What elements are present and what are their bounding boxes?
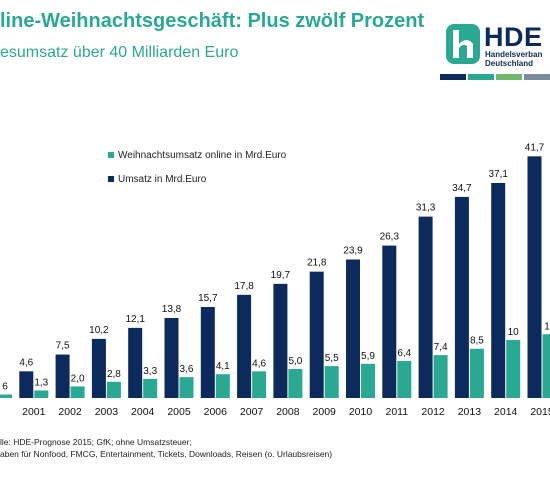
data-label-online: 1,3 — [34, 377, 48, 388]
data-label-online: 5,5 — [325, 353, 339, 364]
chart-subtitle: esumsatz über 40 Milliarden Euro — [0, 44, 239, 61]
logo-stripe — [468, 74, 494, 80]
hde-logo-mark-icon — [446, 24, 480, 64]
chart-title: line-Weihnachtsgeschäft: Plus zwölf Proz… — [0, 10, 425, 32]
data-label-total: 31,3 — [416, 203, 436, 214]
x-tick-label: 2014 — [494, 406, 518, 418]
x-tick-label: 2002 — [58, 406, 82, 418]
x-tick-label: 2005 — [167, 406, 191, 418]
data-label-online: 5,9 — [361, 351, 375, 362]
bar-total-umsatz — [309, 271, 324, 398]
bar-total-umsatz — [164, 318, 179, 398]
data-label-online: 7,4 — [434, 342, 448, 353]
x-tick-label: 2008 — [276, 406, 300, 418]
data-label-online: 2,0 — [71, 373, 85, 384]
x-tick-label: 2006 — [204, 406, 228, 418]
bar-online-umsatz — [252, 371, 267, 398]
data-label-total: 23,9 — [343, 245, 363, 256]
data-label-online: 3,3 — [143, 366, 157, 377]
bar-online-umsatz — [34, 390, 49, 398]
data-label-online: 3,6 — [180, 364, 194, 375]
bar-online-umsatz — [70, 386, 85, 398]
data-label-total: 7,5 — [56, 341, 70, 352]
data-label-total: 4,6 — [19, 357, 33, 368]
x-tick-label: 2010 — [349, 406, 373, 418]
hde-logo: HDE Handelsverban Deutschland — [440, 22, 550, 86]
x-tick-label: 2015 — [530, 406, 550, 418]
data-label-online: 6,4 — [397, 348, 411, 359]
bar-total-umsatz — [91, 338, 106, 398]
logo-stripe — [440, 74, 466, 80]
data-label-online: 10 — [508, 327, 520, 338]
data-label-online: 8,5 — [470, 336, 484, 347]
footnote-scope: aben für Nonfood, FMCG, Entertainment, T… — [0, 449, 333, 459]
bar-online-umsatz — [542, 334, 550, 398]
data-label-total: 37,1 — [488, 169, 508, 180]
bar-online-umsatz — [469, 348, 484, 398]
data-label-total: 26,3 — [380, 232, 400, 243]
x-tick-label: 2003 — [95, 406, 119, 418]
bar-total-umsatz — [491, 182, 506, 398]
bar-chart: 604,61,320017,52,0200210,22,8200312,13,3… — [0, 142, 550, 418]
bar-online-umsatz — [288, 369, 303, 398]
bar-total-umsatz — [128, 327, 143, 398]
bar-total-umsatz — [273, 283, 288, 398]
bar-online-umsatz — [143, 378, 158, 398]
legend-label: Weihnachtsumsatz online in Mrd.Euro — [118, 150, 287, 161]
bar-online-umsatz — [324, 366, 339, 398]
bar-online-umsatz — [361, 363, 375, 398]
data-label-online: 6 — [2, 382, 8, 393]
logo-subline-1: Handelsverban — [485, 50, 543, 59]
bar-total-umsatz — [418, 216, 433, 398]
x-tick-label: 0 — [0, 406, 1, 418]
x-tick-label: 2007 — [240, 406, 264, 418]
logo-stripe — [496, 74, 522, 80]
bar-online-umsatz — [0, 394, 12, 398]
logo-stripe — [524, 74, 550, 80]
legend-label: Umsatz in Mrd.Euro — [118, 174, 207, 185]
data-label-total: 19,7 — [271, 270, 291, 281]
data-label-total: 41,7 — [525, 142, 545, 153]
logo-stripes — [440, 74, 550, 80]
data-label-online: 4,6 — [252, 358, 266, 369]
data-label-online: 4,1 — [216, 361, 230, 372]
x-tick-label: 2012 — [421, 406, 445, 418]
logo-subline-2: Deutschland — [485, 59, 534, 68]
bar-total-umsatz — [527, 156, 542, 398]
data-label-total: 10,2 — [89, 325, 109, 336]
bar-total-umsatz — [19, 371, 34, 398]
x-tick-label: 2013 — [458, 406, 482, 418]
bar-total-umsatz — [200, 307, 215, 398]
legend-swatch — [108, 176, 114, 182]
bar-total-umsatz — [382, 245, 397, 398]
bar-total-umsatz — [55, 354, 70, 398]
bar-total-umsatz — [237, 294, 252, 398]
data-label-online: 11 — [544, 321, 550, 332]
data-label-total: 13,8 — [162, 304, 182, 315]
bar-total-umsatz — [346, 259, 360, 398]
bar-total-umsatz — [454, 196, 469, 398]
data-label-total: 17,8 — [234, 281, 254, 292]
logo-wordmark: HDE — [484, 22, 543, 52]
data-label-total: 12,1 — [125, 314, 145, 325]
x-tick-label: 2011 — [386, 406, 409, 418]
bar-online-umsatz — [179, 377, 194, 398]
bar-online-umsatz — [506, 340, 521, 398]
x-tick-label: 2004 — [131, 406, 155, 418]
data-label-total: 15,7 — [198, 293, 218, 304]
data-label-total: 21,8 — [307, 258, 327, 269]
x-tick-label: 2001 — [22, 406, 46, 418]
footnote-source: lle: HDE-Prognose 2015; GfK; ohne Umsatz… — [0, 437, 192, 447]
data-label-online: 5,0 — [288, 356, 302, 367]
bar-online-umsatz — [397, 360, 412, 398]
bar-online-umsatz — [106, 381, 121, 398]
legend-swatch — [108, 152, 114, 158]
data-label-total: 34,7 — [452, 183, 472, 194]
bar-online-umsatz — [215, 374, 230, 398]
data-label-online: 2,8 — [107, 369, 121, 380]
bar-online-umsatz — [433, 355, 448, 398]
x-tick-label: 2009 — [313, 406, 337, 418]
